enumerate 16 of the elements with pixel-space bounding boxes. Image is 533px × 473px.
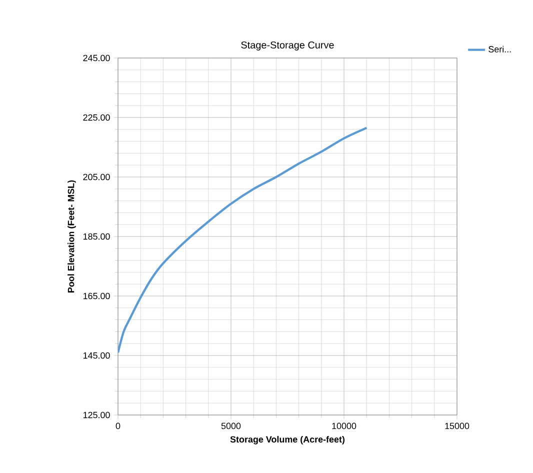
y-axis-title: Pool Elevation (Feet- MSL): [68, 180, 76, 292]
y-tick-label: 145.00: [83, 352, 110, 359]
y-tick-label: 245.00: [83, 54, 110, 62]
y-tick-label: 225.00: [83, 114, 110, 121]
y-tick-label: 185.00: [83, 233, 110, 240]
legend-label: Seri...: [488, 46, 511, 52]
x-tick-label: 15000: [445, 422, 470, 430]
y-tick-label: 125.00: [83, 412, 110, 418]
x-axis-title: Storage Volume (Acre-feet): [230, 436, 345, 444]
x-tick-label: 5000: [221, 422, 241, 430]
line-series: [118, 126, 368, 354]
x-tick-label: 10000: [332, 422, 356, 430]
y-tick-label: 205.00: [83, 174, 110, 180]
chart-title: Stage-Storage Curve: [241, 41, 334, 50]
y-tick-label: 165.00: [83, 292, 110, 300]
x-tick-label: 0: [116, 422, 120, 430]
